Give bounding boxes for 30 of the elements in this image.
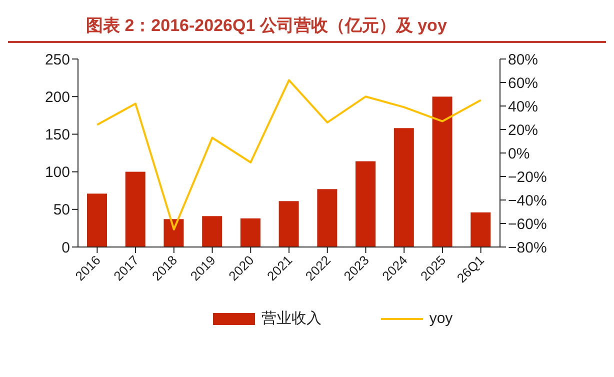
bar [470, 212, 491, 247]
y-tick-label: 0 [62, 239, 70, 256]
y-tick-label: 50 [53, 202, 70, 219]
y2-tick-label: 40% [508, 98, 538, 116]
bar [394, 128, 414, 247]
y2-tick-label: −20% [508, 168, 547, 186]
bar [87, 194, 107, 247]
y-tick-label: 150 [44, 126, 70, 144]
legend-label: 营业收入 [261, 309, 322, 328]
line-series [96, 79, 482, 230]
bar [164, 219, 184, 247]
y2-tick-label: −80% [508, 239, 547, 256]
y2-tick-label: 80% [508, 51, 538, 68]
y-tick-label: 200 [44, 88, 70, 106]
y-tick-label: 100 [44, 164, 70, 182]
y2-tick-label: −60% [508, 216, 547, 233]
bar [356, 161, 376, 247]
bar [125, 172, 146, 247]
bar [432, 96, 452, 247]
y-tick-label: 250 [44, 51, 70, 68]
y2-tick-label: 60% [508, 74, 538, 92]
y2-tick-label: 20% [508, 122, 538, 139]
bar [240, 218, 260, 247]
bar [317, 189, 338, 247]
bar [202, 216, 222, 247]
y2-tick-label: −40% [508, 192, 547, 210]
bar [278, 201, 299, 247]
chart-title: 图表 2：2016-2026Q1 公司营收（亿元）及 yoy [8, 8, 606, 43]
legend-label: yoy [429, 310, 453, 327]
y2-tick-label: 0% [508, 145, 530, 162]
